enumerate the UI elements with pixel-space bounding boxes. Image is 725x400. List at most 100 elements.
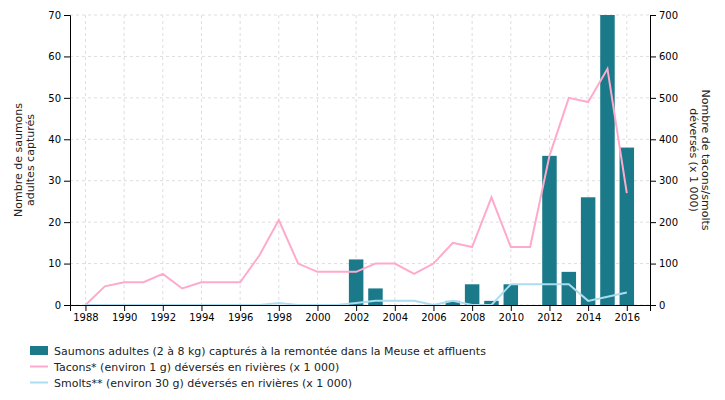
bar	[620, 148, 635, 305]
line	[85, 284, 626, 305]
grid-line-x	[394, 15, 395, 305]
tick-label: 1996	[228, 312, 253, 323]
tick: 1998	[267, 305, 292, 323]
tick: 600	[650, 51, 678, 62]
y-axis: 0 10 20 30 40 50 60 70	[48, 10, 70, 311]
legend-item: Saumons adultes (2 à 8 kg) capturés à la…	[30, 345, 486, 358]
grid-line-y	[70, 222, 650, 223]
tick: 2012	[537, 305, 562, 323]
tick: 1990	[112, 305, 137, 323]
tick-label: 1994	[189, 312, 214, 323]
grid-line-x	[201, 15, 202, 305]
axis-title-line: adultes capturés	[24, 114, 37, 206]
grid-line-x	[317, 15, 318, 305]
tick: 60	[48, 51, 70, 62]
grid	[70, 15, 650, 305]
tick-label: 700	[659, 10, 678, 21]
tick-mark	[650, 264, 656, 265]
grid-line-x	[433, 15, 434, 305]
grid-line-x	[124, 15, 125, 305]
tick-label: 2000	[305, 312, 330, 323]
tick-mark	[124, 305, 125, 311]
tick-mark	[650, 56, 656, 57]
tick: 40	[48, 134, 70, 145]
tick: 1992	[151, 305, 176, 323]
tick-mark	[395, 305, 396, 311]
grid-line-y	[70, 56, 650, 57]
tick-mark	[650, 15, 656, 16]
tick-label: 2010	[499, 312, 524, 323]
axis-title: Nombre de saumonsadultes capturés	[12, 103, 37, 217]
tick-label: 2012	[537, 312, 562, 323]
legend-label: Tacons* (environ 1 g) déversés en rivièr…	[53, 361, 339, 374]
tick: 70	[48, 10, 70, 21]
tick-label: 2002	[344, 312, 369, 323]
tick: 500	[650, 93, 678, 104]
tick-label: 2008	[460, 312, 485, 323]
tick-mark	[64, 98, 70, 99]
tick-mark	[64, 139, 70, 140]
axis-line	[64, 16, 71, 306]
legend: Saumons adultes (2 à 8 kg) capturés à la…	[30, 345, 486, 390]
tick: 100	[650, 258, 678, 269]
tick-label: 2004	[383, 312, 408, 323]
legend-swatch	[30, 346, 48, 355]
axis-title-line: Nombre de tacons/smolts	[699, 90, 712, 231]
tick-label: 0	[659, 300, 665, 311]
tick-label: 60	[48, 51, 61, 62]
tick-label: 40	[48, 134, 61, 145]
tick-label: 500	[659, 93, 678, 104]
grid-line-x	[472, 15, 473, 305]
tick: 10	[48, 258, 70, 269]
tick: 2010	[499, 305, 524, 323]
legend-label: Saumons adultes (2 à 8 kg) capturés à la…	[54, 345, 486, 358]
tick-label: 10	[48, 258, 61, 269]
tick: 2016	[615, 305, 640, 323]
tick-label: 70	[48, 10, 61, 21]
legend-item: Tacons* (environ 1 g) déversés en rivièr…	[30, 361, 339, 374]
grid-line-x	[510, 15, 511, 305]
axis-line	[71, 306, 651, 312]
tick-label: 200	[659, 217, 678, 228]
tick-label: 30	[48, 175, 61, 186]
bar	[388, 305, 403, 306]
legend-swatch	[30, 382, 48, 384]
x-axis: 1988 1990 1992 1994 1996 1998 2000 2002 2004 2006…	[71, 305, 651, 323]
tick-label: 20	[48, 217, 61, 228]
tick: 20	[48, 217, 70, 228]
tick-mark	[650, 305, 656, 306]
tick-label: 300	[659, 175, 678, 186]
tick-mark	[279, 305, 280, 311]
axis-title-line: déversés (x 1 000)	[687, 108, 700, 211]
tick-mark	[201, 305, 202, 311]
tick: 2008	[460, 305, 485, 323]
bar	[407, 305, 422, 306]
tick-mark	[64, 222, 70, 223]
tick: 30	[48, 175, 70, 186]
tick-mark	[650, 222, 656, 223]
tick: 400	[650, 134, 678, 145]
tick-label: 2016	[615, 312, 640, 323]
tick-mark	[64, 56, 70, 57]
tick: 200	[650, 217, 678, 228]
tick-label: 2006	[421, 312, 446, 323]
tick-label: 0	[55, 300, 61, 311]
legend-label: Smolts** (environ 30 g) déversés en rivi…	[54, 377, 352, 390]
tick-label: 1990	[112, 312, 137, 323]
tick: 0	[55, 300, 70, 311]
tick-mark	[64, 15, 70, 16]
axis-line	[651, 16, 657, 306]
tick: 700	[650, 10, 678, 21]
tick-label: 400	[659, 134, 678, 145]
grid-line-x	[240, 15, 241, 305]
tick: 300	[650, 175, 678, 186]
grid-line-y	[70, 139, 650, 140]
tick-label: 100	[659, 258, 678, 269]
tick-mark	[356, 305, 357, 311]
tick-mark	[64, 181, 70, 182]
tick: 1988	[73, 305, 98, 323]
tick-mark	[64, 305, 70, 306]
bar	[523, 305, 538, 306]
tick-label: 50	[48, 93, 61, 104]
tick: 2004	[383, 305, 408, 323]
